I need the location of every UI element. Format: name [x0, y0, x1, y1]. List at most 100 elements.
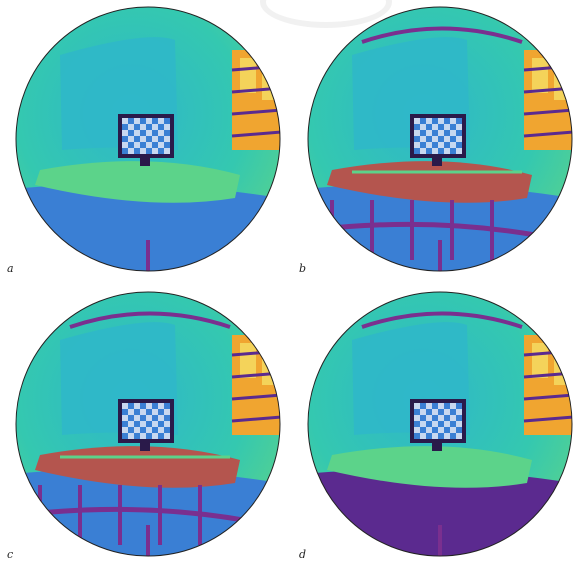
checker-cell — [158, 118, 164, 124]
window-pane — [262, 345, 280, 385]
window-pane — [262, 60, 280, 100]
checker-cell — [122, 136, 128, 142]
checker-cell — [438, 421, 444, 427]
checker-cell — [122, 130, 128, 136]
checker-cell — [450, 136, 456, 142]
checker-cell — [146, 433, 152, 439]
checker-cell — [420, 403, 426, 409]
checker-cell — [158, 148, 164, 154]
checker-cell — [438, 427, 444, 433]
checker-cell — [152, 142, 158, 148]
checker-cell — [140, 124, 146, 130]
checker-cell — [134, 403, 140, 409]
window-frame — [231, 130, 280, 138]
checker-cell — [134, 427, 140, 433]
checker-cell — [122, 421, 128, 427]
checker-cell — [122, 142, 128, 148]
checker-cell — [438, 118, 444, 124]
checker-cell — [128, 148, 134, 154]
checker-cell — [414, 427, 420, 433]
window-frame — [523, 108, 572, 116]
checker-cell — [450, 421, 456, 427]
checker-cell — [134, 118, 140, 124]
checker-cell — [444, 415, 450, 421]
checker-cell — [432, 148, 438, 154]
checker-cell — [152, 415, 158, 421]
fisheye-image-a — [15, 6, 281, 272]
checker-cell — [122, 124, 128, 130]
checker-cell — [444, 118, 450, 124]
ceiling-strip — [361, 311, 523, 329]
window-pane — [554, 60, 572, 100]
checker-cell — [426, 421, 432, 427]
checker-cell — [128, 427, 134, 433]
checker-cell — [450, 433, 456, 439]
lens-border — [307, 291, 573, 557]
lens-border — [15, 291, 281, 557]
checker-cell — [414, 433, 420, 439]
checker-cell — [414, 403, 420, 409]
checker-cell — [146, 130, 152, 136]
checker-cell — [158, 124, 164, 130]
panel-label-b: b — [299, 262, 307, 275]
checker-cell — [432, 409, 438, 415]
window-pane — [240, 343, 256, 378]
checker-cell — [152, 136, 158, 142]
checker-cell — [134, 415, 140, 421]
checker-cell — [438, 415, 444, 421]
checker-cell — [122, 415, 128, 421]
checker-cell — [426, 409, 432, 415]
checker-cell — [158, 415, 164, 421]
checker-cell — [456, 148, 462, 154]
window-frame — [523, 393, 572, 401]
checker-cell — [152, 433, 158, 439]
checker-cell — [122, 403, 128, 409]
window-pane — [554, 345, 572, 385]
checker-cell — [450, 427, 456, 433]
fisheye-image-d — [307, 291, 573, 557]
checker-cell — [444, 433, 450, 439]
checker-cell — [444, 409, 450, 415]
checker-cell — [146, 136, 152, 142]
checker-cell — [152, 409, 158, 415]
checker-cell — [140, 415, 146, 421]
checker-cell — [456, 124, 462, 130]
checker-cell — [414, 148, 420, 154]
window-frame — [231, 108, 280, 116]
checker-cell — [146, 124, 152, 130]
checker-cell — [158, 130, 164, 136]
checker-cell — [432, 433, 438, 439]
checker-cell — [122, 427, 128, 433]
fisheye-scene — [308, 292, 572, 556]
panel-a: a — [0, 0, 292, 285]
ceiling-strip — [69, 311, 231, 329]
checker-cell — [146, 118, 152, 124]
monitor-stand — [432, 158, 442, 166]
checker-cell — [164, 142, 170, 148]
checker-cell — [432, 415, 438, 421]
checker-cell — [164, 118, 170, 124]
lens-border — [15, 6, 281, 272]
checker-cell — [444, 148, 450, 154]
checker-cell — [426, 136, 432, 142]
checker-cell — [456, 427, 462, 433]
checker-cell — [134, 124, 140, 130]
panel-c: c — [0, 285, 292, 570]
checker-cell — [152, 403, 158, 409]
checker-cell — [444, 403, 450, 409]
panel-b: b — [292, 0, 584, 285]
checker-cell — [164, 421, 170, 427]
table-top — [327, 446, 532, 488]
checker-cell — [420, 148, 426, 154]
checker-cell — [438, 136, 444, 142]
checker-cell — [128, 136, 134, 142]
checker-cell — [414, 118, 420, 124]
checker-cell — [456, 130, 462, 136]
checker-cell — [128, 421, 134, 427]
checker-cell — [420, 415, 426, 421]
checker-cell — [158, 403, 164, 409]
checker-cell — [426, 118, 432, 124]
checker-cell — [444, 136, 450, 142]
checker-cell — [420, 136, 426, 142]
checker-cell — [456, 142, 462, 148]
